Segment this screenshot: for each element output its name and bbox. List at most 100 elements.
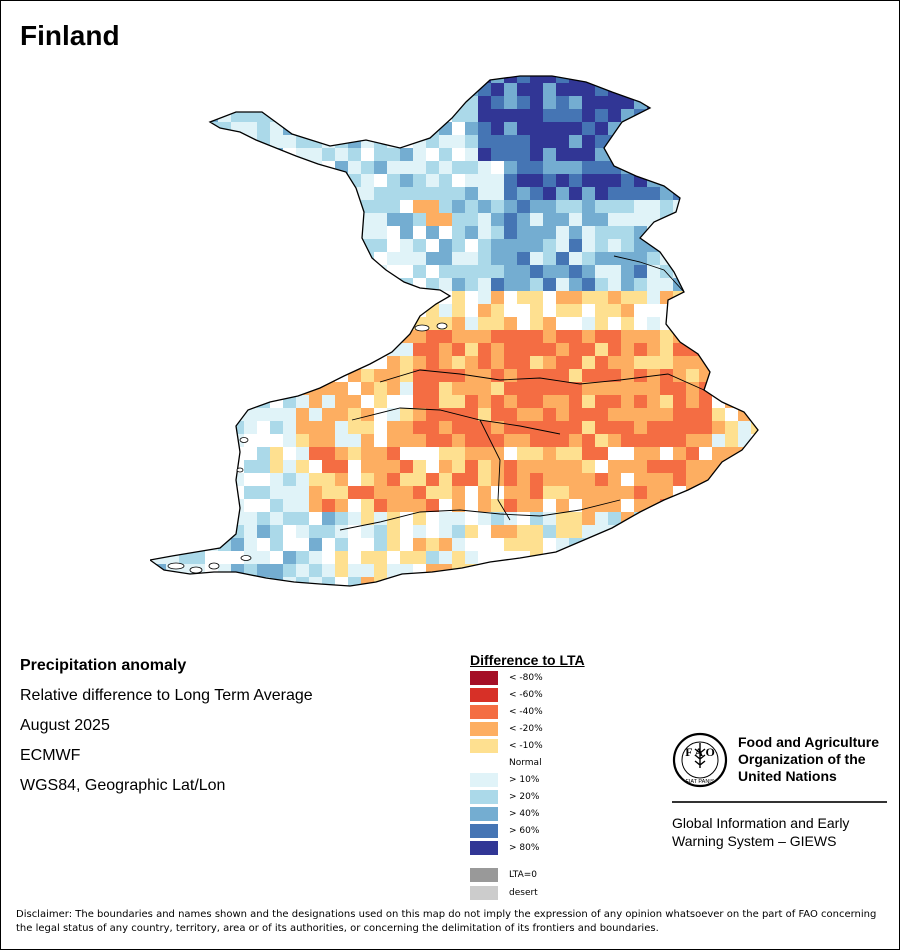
grid-cell (738, 109, 752, 123)
grid-cell (634, 252, 648, 266)
grid-cell (465, 538, 479, 552)
grid-cell (491, 226, 505, 240)
grid-cell (218, 369, 232, 383)
grid-cell (218, 525, 232, 539)
grid-cell (504, 109, 518, 123)
grid-cell (192, 278, 206, 292)
grid-cell (543, 356, 557, 370)
grid-cell (335, 590, 349, 600)
grid-cell (764, 590, 770, 600)
grid-cell (543, 226, 557, 240)
grid-cell (426, 551, 440, 565)
grid-cell (725, 330, 739, 344)
grid-cell (582, 343, 596, 357)
grid-cell (374, 213, 388, 227)
grid-cell (764, 252, 770, 266)
grid-cell (166, 278, 180, 292)
grid-cell (712, 265, 726, 279)
grid-cell (764, 239, 770, 253)
grid-cell (296, 187, 310, 201)
grid-cell (335, 239, 349, 253)
grid-cell (465, 161, 479, 175)
grid-cell (699, 551, 713, 565)
grid-cell (309, 239, 323, 253)
grid-cell (192, 330, 206, 344)
logo-divider (672, 801, 887, 803)
grid-cell (439, 96, 453, 110)
grid-cell (491, 265, 505, 279)
grid-cell (465, 447, 479, 461)
grid-cell (309, 330, 323, 344)
grid-cell (166, 122, 180, 136)
grid-cell (153, 252, 167, 266)
grid-cell (374, 187, 388, 201)
legend-label: < -20% (509, 724, 543, 734)
grid-cell (231, 343, 245, 357)
grid-cell (244, 148, 258, 162)
grid-cell (712, 96, 726, 110)
grid-cell (517, 590, 531, 600)
grid-cell (150, 577, 154, 586)
grid-cell (335, 174, 349, 188)
grid-cell (673, 551, 687, 565)
grid-cell (257, 96, 271, 110)
grid-cell (335, 291, 349, 305)
grid-cell (517, 304, 531, 318)
grid-cell (335, 252, 349, 266)
grid-cell (621, 356, 635, 370)
grid-cell (348, 278, 362, 292)
grid-cell (647, 278, 661, 292)
grid-cell (738, 135, 752, 149)
grid-cell (738, 83, 752, 97)
grid-cell (400, 434, 414, 448)
grid-cell (673, 395, 687, 409)
grid-cell (478, 213, 492, 227)
grid-cell (179, 486, 193, 500)
grid-cell (764, 577, 770, 591)
grid-cell (192, 421, 206, 435)
grid-cell (452, 148, 466, 162)
grid-cell (582, 174, 596, 188)
grid-cell (660, 356, 674, 370)
grid-cell (660, 200, 674, 214)
grid-cell (712, 135, 726, 149)
grid-cell (634, 161, 648, 175)
grid-cell (491, 83, 505, 97)
legend-item: desert (470, 886, 538, 900)
grid-cell (608, 577, 622, 586)
grid-cell (725, 564, 739, 578)
grid-cell (712, 76, 726, 84)
grid-cell (712, 252, 726, 266)
grid-cell (699, 577, 713, 586)
grid-cell (166, 304, 180, 318)
grid-cell (283, 76, 297, 84)
grid-cell (595, 499, 609, 513)
grid-cell (452, 174, 466, 188)
grid-cell (192, 76, 206, 84)
grid-cell (270, 447, 284, 461)
grid-cell (660, 161, 674, 175)
grid-cell (738, 486, 752, 500)
grid-cell (699, 291, 713, 305)
grid-cell (150, 330, 154, 344)
grid-cell (478, 395, 492, 409)
grid-cell (387, 76, 401, 84)
grid-cell (309, 187, 323, 201)
grid-cell (296, 538, 310, 552)
grid-cell (426, 76, 440, 84)
grid-cell (764, 109, 770, 123)
grid-cell (283, 161, 297, 175)
grid-cell (231, 83, 245, 97)
grid-cell (686, 109, 700, 123)
grid-cell (205, 512, 219, 526)
grid-cell (543, 122, 557, 136)
grid-cell (764, 486, 770, 500)
grid-cell (452, 291, 466, 305)
legend-label: < -10% (509, 741, 543, 751)
grid-cell (556, 174, 570, 188)
grid-cell (452, 226, 466, 240)
grid-cell (426, 447, 440, 461)
grid-cell (751, 161, 758, 175)
grid-cell (634, 76, 648, 84)
grid-cell (270, 135, 284, 149)
